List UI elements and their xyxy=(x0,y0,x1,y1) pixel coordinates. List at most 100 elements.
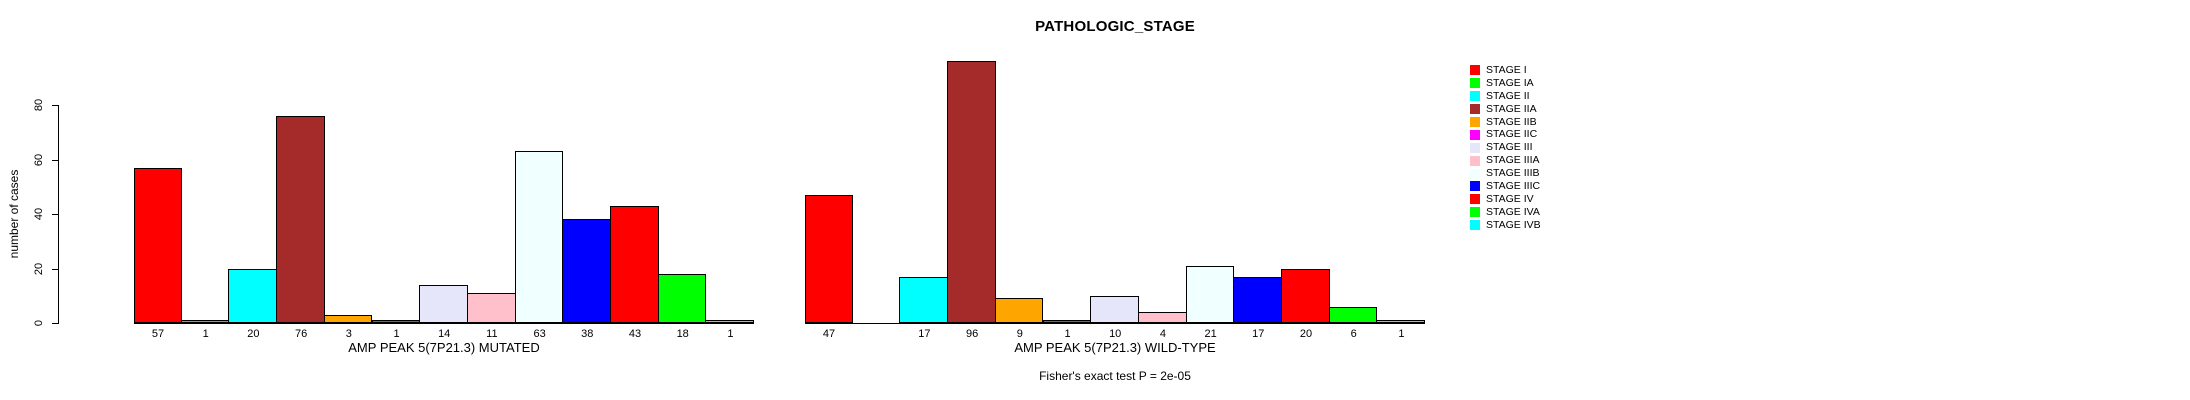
legend-label: STAGE IIC xyxy=(1486,128,1538,141)
bar-stage-iic xyxy=(1042,320,1092,323)
legend-item-stage-ii: STAGE II xyxy=(1470,90,1541,103)
bar-stage-ivb xyxy=(705,320,755,323)
legend-label: STAGE IIIC xyxy=(1486,179,1541,192)
chart-title: PATHOLOGIC_STAGE xyxy=(1035,18,1195,35)
bar-count-label: 1 xyxy=(393,328,400,340)
y-axis-label: number of cases xyxy=(7,169,21,259)
legend-item-stage-iv: STAGE IV xyxy=(1470,193,1541,206)
legend-label: STAGE IIA xyxy=(1486,102,1537,115)
bar-count-label: 20 xyxy=(247,328,260,340)
bar-count-label: 1 xyxy=(202,328,209,340)
bar-count-label: 1 xyxy=(727,328,734,340)
legend: STAGE I STAGE IA STAGE II STAGE IIA STAGE II… xyxy=(1470,64,1541,232)
bar-stage-iiib xyxy=(1185,265,1235,323)
legend-label: STAGE II xyxy=(1486,89,1530,102)
bar-count-label: 38 xyxy=(581,328,594,340)
y-axis-line xyxy=(58,105,59,324)
legend-item-stage-i: STAGE I xyxy=(1470,64,1541,77)
bar-count-label: 17 xyxy=(918,328,931,340)
legend-swatch xyxy=(1470,78,1480,89)
bar-count-label: 76 xyxy=(294,328,308,340)
bar-stage-ivb xyxy=(1376,320,1426,323)
bar-stage-iib xyxy=(994,298,1044,323)
y-tick-label: 20 xyxy=(33,262,45,275)
bar-count-label: 9 xyxy=(1016,328,1023,340)
x-axis-label-mutated: AMP PEAK 5(7P21.3) MUTATED xyxy=(348,340,540,355)
legend-label: STAGE IIB xyxy=(1486,115,1537,128)
legend-swatch xyxy=(1470,65,1480,76)
legend-swatch xyxy=(1470,142,1480,153)
bar-stage-iia xyxy=(276,115,325,323)
y-tick-label: 60 xyxy=(33,153,45,166)
bar-stage-iib xyxy=(323,314,373,323)
bar-count-label: 20 xyxy=(1299,328,1313,340)
bar-count-label: 11 xyxy=(486,328,498,340)
bar-stage-iiia xyxy=(466,293,516,323)
bar-group-wildtype: 47 17 96 9 1 10 4 21 17 20 6 1 xyxy=(805,50,1426,340)
y-tick-label: 80 xyxy=(33,98,45,112)
legend-swatch xyxy=(1470,194,1480,205)
bar-count-label: 14 xyxy=(438,328,451,340)
bar-count-label: 17 xyxy=(1252,328,1265,340)
y-axis-tick xyxy=(52,268,58,270)
y-tick-label: 40 xyxy=(33,207,45,221)
bar-stage-i xyxy=(134,167,182,323)
legend-swatch xyxy=(1470,168,1480,179)
y-axis-tick xyxy=(52,159,58,161)
bar-stage-iv xyxy=(1281,268,1330,323)
bar-count-label: 43 xyxy=(628,328,642,340)
bar-count-label: 4 xyxy=(1159,328,1166,340)
bar-count-label: 96 xyxy=(965,328,979,340)
bar-count-label: 21 xyxy=(1204,328,1217,340)
legend-item-stage-iva: STAGE IVA xyxy=(1470,206,1541,219)
bar-count-label: 47 xyxy=(822,328,836,340)
bar-count-label: 57 xyxy=(151,328,165,340)
bar-stage-iii xyxy=(419,284,468,323)
legend-label: STAGE I xyxy=(1486,63,1527,76)
legend-item-stage-iiic: STAGE IIIC xyxy=(1470,180,1541,193)
legend-swatch xyxy=(1470,129,1480,140)
bar-stage-iii xyxy=(1090,295,1139,323)
bar-stage-iia xyxy=(947,61,996,323)
legend-item-stage-iic: STAGE IIC xyxy=(1470,128,1541,141)
legend-swatch xyxy=(1470,155,1480,166)
bar-stage-i xyxy=(805,194,853,323)
x-axis-label-wildtype: AMP PEAK 5(7P21.3) WILD-TYPE xyxy=(1014,340,1216,355)
bar-count-label: 63 xyxy=(533,328,546,340)
y-axis-tick xyxy=(52,214,58,215)
bar-stage-ii xyxy=(899,276,949,323)
legend-label: STAGE IA xyxy=(1486,76,1534,89)
bar-stage-iiic xyxy=(1233,276,1282,323)
legend-item-stage-iib: STAGE IIB xyxy=(1470,116,1541,129)
bar-stage-iva xyxy=(1328,306,1378,323)
bar-count-label: 6 xyxy=(1350,328,1357,340)
legend-item-stage-ivb: STAGE IVB xyxy=(1470,219,1541,232)
legend-label: STAGE IIIA xyxy=(1486,154,1540,167)
bar-stage-iiic xyxy=(562,219,611,323)
legend-swatch xyxy=(1470,220,1480,231)
y-axis-tick xyxy=(52,105,58,106)
legend-label: STAGE III xyxy=(1486,141,1533,154)
legend-item-stage-iia: STAGE IIA xyxy=(1470,103,1541,116)
y-tick-label: 0 xyxy=(33,319,45,327)
bar-stage-iva xyxy=(657,273,707,323)
legend-item-stage-iiib: STAGE IIIB xyxy=(1470,167,1541,180)
bar-group-mutated: 57 1 20 76 3 1 14 11 63 38 43 18 1 xyxy=(134,50,755,340)
bar-stage-iv xyxy=(610,205,659,323)
legend-swatch xyxy=(1470,91,1480,102)
bar-stage-iiia xyxy=(1137,312,1187,323)
legend-item-stage-ia: STAGE IA xyxy=(1470,77,1541,90)
bar-count-label: 3 xyxy=(345,328,352,340)
bar-stage-ia xyxy=(180,320,230,323)
legend-swatch xyxy=(1470,117,1480,127)
bar-stage-iic xyxy=(371,320,421,323)
fisher-test-result: Fisher's exact test P = 2e-05 xyxy=(1039,369,1191,383)
bar-stage-ii xyxy=(228,268,278,323)
legend-item-stage-iiia: STAGE IIIA xyxy=(1470,154,1541,167)
bar-count-label: 10 xyxy=(1109,328,1122,340)
bar-stage-iiib xyxy=(514,151,564,323)
legend-item-stage-iii: STAGE III xyxy=(1470,141,1541,154)
legend-swatch xyxy=(1470,104,1480,115)
bar-count-label: 1 xyxy=(1398,328,1405,340)
